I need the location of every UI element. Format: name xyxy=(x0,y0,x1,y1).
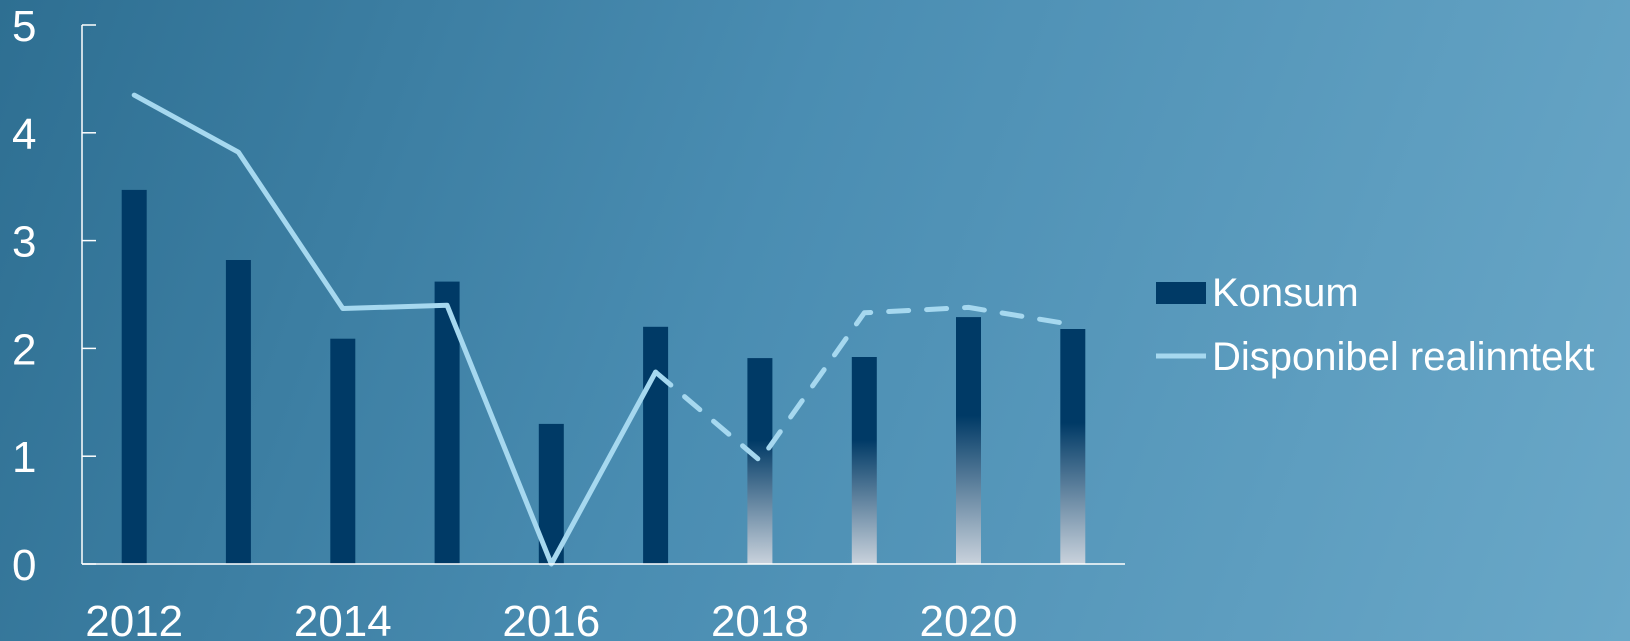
legend: Konsum Disponibel realinntekt xyxy=(1156,271,1594,379)
y-tick-label-1: 1 xyxy=(12,433,36,482)
y-tick-label-4: 4 xyxy=(12,110,36,159)
line-disponibel-realinntekt-actual xyxy=(131,92,659,567)
y-tick-label-5: 5 xyxy=(12,2,36,51)
y-tick-label-0: 0 xyxy=(12,541,36,590)
x-tick-label-2020: 2020 xyxy=(920,597,1018,641)
y-tick-label-3: 3 xyxy=(12,218,36,267)
bar-series xyxy=(121,189,1086,564)
line-series xyxy=(131,92,1076,567)
bar-konsum-2014 xyxy=(330,338,356,564)
bar-konsum-2018 xyxy=(747,358,773,564)
bar-konsum-2012 xyxy=(121,189,147,564)
bar-konsum-2019 xyxy=(851,357,877,564)
bar-konsum-2021 xyxy=(1060,329,1086,564)
legend-label-konsum: Konsum xyxy=(1212,271,1359,315)
x-tick-label-2012: 2012 xyxy=(85,597,183,641)
x-tick-label-2014: 2014 xyxy=(294,597,392,641)
axes: 0 1 2 3 4 5 2012 2014 2016 2018 2020 xyxy=(12,2,1125,641)
y-tick-label-2: 2 xyxy=(12,325,36,374)
bar-konsum-2017 xyxy=(643,326,669,564)
legend-label-disponibel-realinntekt: Disponibel realinntekt xyxy=(1212,335,1594,379)
x-tick-label-2016: 2016 xyxy=(502,597,600,641)
legend-swatch-konsum xyxy=(1156,282,1206,304)
bar-konsum-2020 xyxy=(956,317,981,564)
x-tick-label-2018: 2018 xyxy=(711,597,809,641)
bar-konsum-2013 xyxy=(225,260,251,564)
